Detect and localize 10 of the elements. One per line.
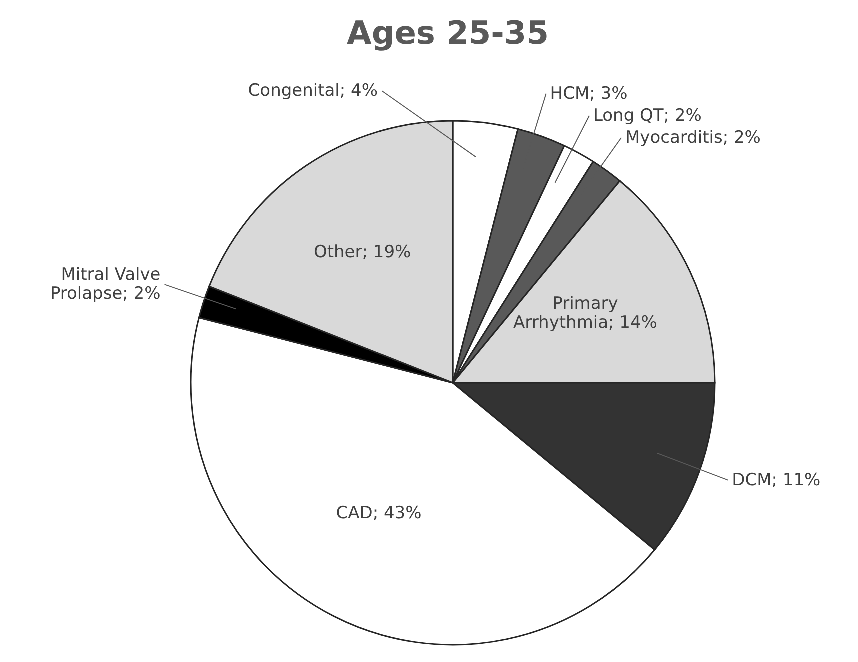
slice-label: CAD; 43% [336, 503, 422, 524]
chart-title: Ages 25-35 [347, 14, 549, 52]
slice-label: HCM; 3% [550, 83, 628, 104]
slice-label: Other; 19% [314, 242, 412, 262]
slice-label: DCM; 11% [732, 470, 821, 490]
slice-label: Mitral Valve Prolapse; 2% [50, 264, 161, 304]
slice-label: Myocarditis; 2% [626, 127, 761, 148]
slice-label: Congenital; 4% [248, 80, 378, 101]
slice-label: Primary Arrhythmia; 14% [514, 293, 658, 332]
slice-label: Long QT; 2% [593, 105, 702, 126]
